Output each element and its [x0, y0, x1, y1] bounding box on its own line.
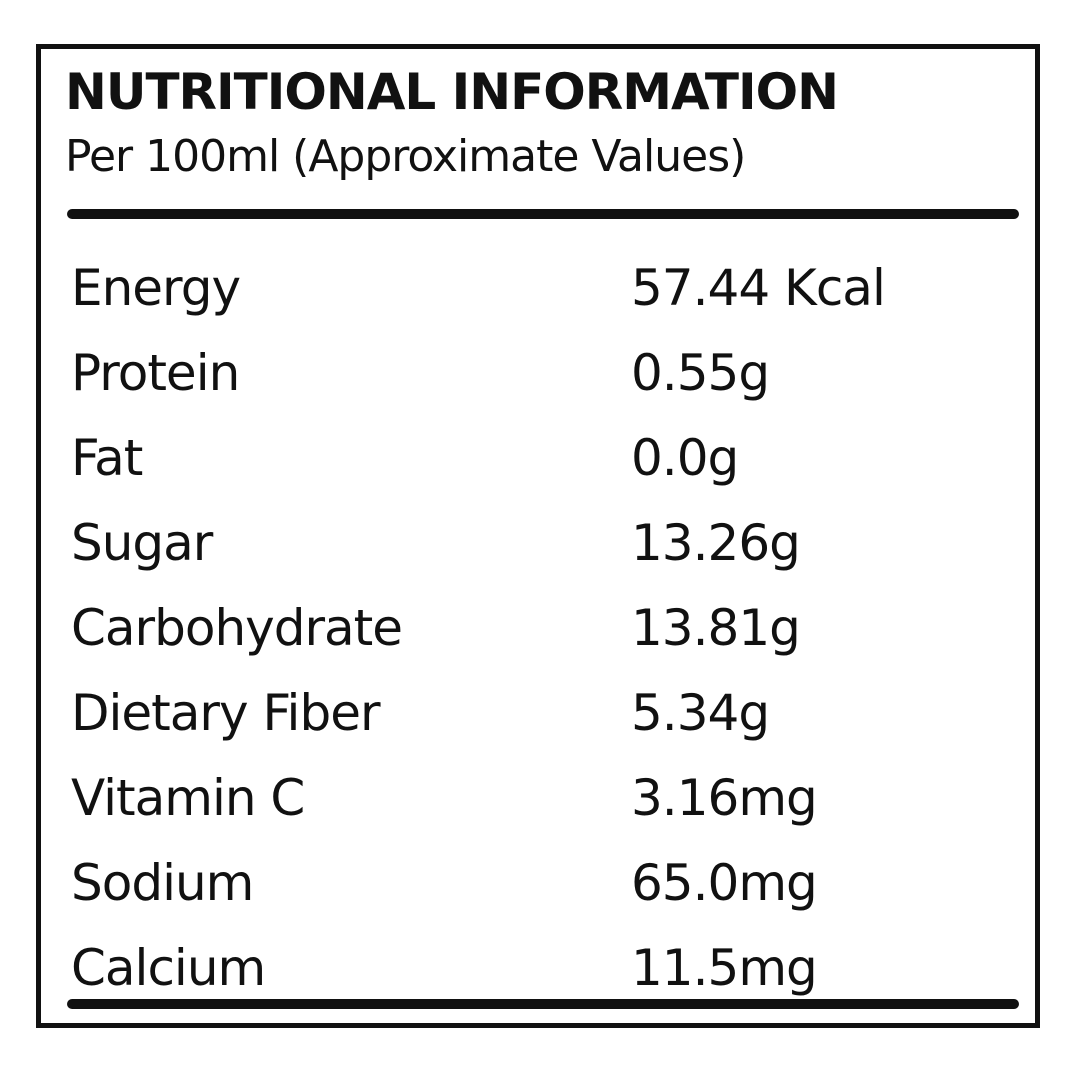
- divider: [67, 999, 1019, 1009]
- nutrient-name: Sugar: [71, 513, 213, 572]
- nutrient-row: Carbohydrate 13.81g: [71, 585, 885, 670]
- nutrient-value: 5.34g: [631, 683, 770, 742]
- subtitle: Per 100ml (Approximate Values): [65, 131, 746, 182]
- nutrient-name: Carbohydrate: [71, 598, 403, 657]
- nutrient-value: 0.0g: [631, 428, 739, 487]
- nutrient-value: 13.26g: [631, 513, 801, 572]
- nutrient-name: Protein: [71, 343, 240, 402]
- nutrient-value: 65.0mg: [631, 853, 818, 912]
- nutrient-row: Sugar 13.26g: [71, 500, 885, 585]
- nutrient-row: Calcium 11.5mg: [71, 925, 885, 1010]
- nutrient-name: Vitamin C: [71, 768, 305, 827]
- nutrient-name: Fat: [71, 428, 143, 487]
- nutrient-row: Protein 0.55g: [71, 330, 885, 415]
- nutrient-value: 11.5mg: [631, 938, 818, 997]
- nutrient-row: Fat 0.0g: [71, 415, 885, 500]
- nutrient-row: Energy 57.44 Kcal: [71, 245, 886, 330]
- title: NUTRITIONAL INFORMATION: [65, 63, 839, 121]
- nutrient-value: 0.55g: [631, 343, 770, 402]
- nutrient-value: 13.81g: [631, 598, 801, 657]
- nutrient-value: 3.16mg: [631, 768, 818, 827]
- nutrition-panel: NUTRITIONAL INFORMATION Per 100ml (Appro…: [36, 44, 1040, 1028]
- nutrient-row: Dietary Fiber 5.34g: [71, 670, 885, 755]
- divider: [67, 209, 1019, 219]
- nutrient-value: 57.44 Kcal: [631, 258, 886, 317]
- nutrient-name: Dietary Fiber: [71, 683, 381, 742]
- nutrient-row: Sodium 65.0mg: [71, 840, 885, 925]
- nutrient-row: Vitamin C 3.16mg: [71, 755, 885, 840]
- nutrient-name: Calcium: [71, 938, 266, 997]
- nutrient-table: Energy 57.44 Kcal Protein 0.55g Fat 0.0g Sugar…: [71, 245, 886, 1010]
- nutrient-name: Energy: [71, 258, 241, 317]
- nutrient-name: Sodium: [71, 853, 254, 912]
